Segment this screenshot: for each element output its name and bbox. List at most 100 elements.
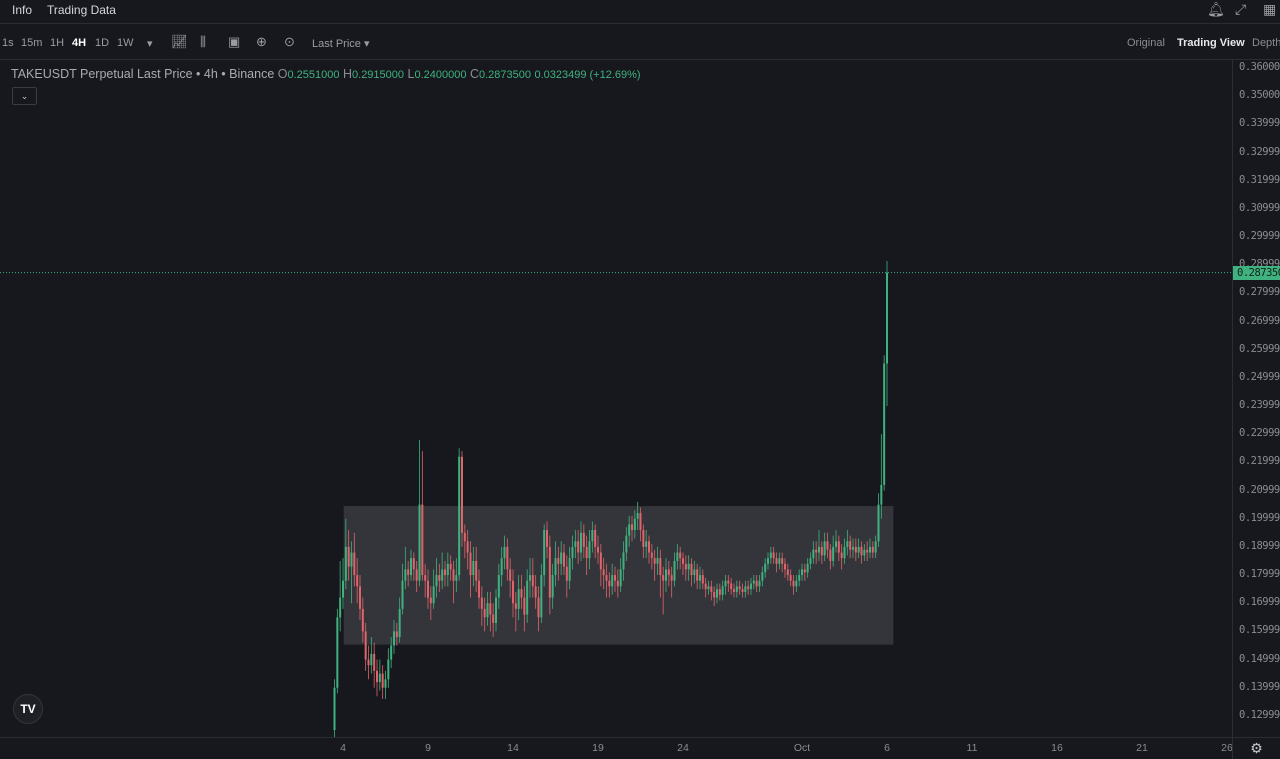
tab-info[interactable]: Info	[12, 3, 33, 17]
candle-body	[869, 546, 871, 553]
candle-body	[333, 687, 336, 730]
candle-body	[693, 569, 696, 576]
high-value: 0.2915000	[352, 69, 405, 81]
candle-body	[588, 541, 591, 559]
candle-body	[359, 586, 361, 609]
candle-body	[767, 558, 769, 564]
candle-body	[401, 580, 404, 609]
candle-body	[628, 524, 631, 536]
price-tick-label: 0.2999999	[1239, 230, 1280, 243]
legend-collapse-button[interactable]: ⌄	[12, 87, 37, 105]
time-axis[interactable]: 4 9 14 19 24 Oct 6 11 16 21 26	[0, 737, 1233, 759]
time-tick-label: 24	[677, 742, 689, 754]
chart-legend: TAKEUSDT Perpetual Last Price • 4h • Bin…	[11, 67, 641, 81]
candle-body	[381, 673, 384, 688]
expand-icon[interactable]: ⤢	[1235, 1, 1247, 17]
layout-grid-icon[interactable]: ▦	[1263, 1, 1277, 17]
candle-body	[820, 546, 823, 556]
candle-body	[466, 541, 469, 553]
indicator-icon[interactable]: 📈︎	[171, 34, 188, 49]
candle-body	[483, 608, 486, 618]
candle-body	[398, 608, 401, 638]
candle-body	[622, 552, 625, 570]
timeframe-1h[interactable]: 1H	[50, 37, 65, 49]
time-tick-label: 26	[1221, 742, 1233, 754]
time-tick-label: 21	[1136, 742, 1148, 754]
candle-body	[750, 583, 752, 590]
tradingview-logo[interactable]: TV	[13, 694, 43, 724]
candle-body	[370, 653, 373, 666]
candle-body	[648, 541, 650, 553]
timeframe-1d[interactable]: 1D	[95, 37, 110, 49]
candle-body	[775, 558, 778, 564]
candle-body	[427, 580, 429, 598]
timeframe-1w[interactable]: 1W	[117, 37, 134, 49]
candle-body	[540, 575, 543, 618]
candle-body	[701, 575, 704, 584]
candle-body	[597, 546, 599, 553]
view-original[interactable]: Original	[1127, 37, 1165, 49]
timeframe-15m[interactable]: 15m	[21, 37, 43, 49]
camera-icon[interactable]: ▣	[228, 34, 241, 49]
candle-body	[387, 659, 390, 680]
candle-body	[662, 575, 665, 581]
price-tick-label: 0.3299999	[1239, 145, 1280, 158]
candle-body	[653, 558, 656, 564]
candle-body	[489, 603, 492, 615]
candle-body	[449, 563, 452, 570]
time-tick-label: 6	[884, 742, 890, 754]
open-label: O	[277, 67, 288, 81]
candle-body	[486, 603, 489, 618]
candle-type-icon[interactable]: ⫼	[200, 34, 206, 49]
settings-icon[interactable]: ⊙	[284, 34, 295, 49]
candle-body	[478, 580, 480, 598]
candle-body	[778, 558, 781, 564]
view-trading-view[interactable]: Trading View	[1177, 37, 1245, 49]
candle-body	[435, 575, 438, 587]
candle-body	[761, 572, 764, 581]
candle-body	[645, 541, 648, 547]
tab-trading-data[interactable]: Trading Data	[47, 3, 116, 17]
candle-body	[636, 513, 639, 519]
candle-body	[441, 569, 444, 581]
price-type-dropdown[interactable]: Last Price ▾	[312, 38, 370, 50]
candle-body	[818, 546, 820, 553]
candle-body	[642, 529, 645, 547]
candlestick-chart[interactable]	[0, 0, 1232, 737]
candle-body	[523, 597, 526, 615]
view-depth[interactable]: Depth	[1252, 37, 1280, 49]
candle-body	[415, 569, 418, 581]
add-icon[interactable]: ⊕	[256, 34, 267, 49]
bell-icon[interactable]: 🔔︎	[1207, 1, 1225, 17]
candle-body	[336, 617, 339, 688]
candle-body	[557, 558, 560, 564]
price-tick-label: 0.3600000	[1239, 61, 1280, 73]
candle-body	[781, 558, 784, 564]
timeframe-4h[interactable]: 4H	[72, 37, 87, 49]
price-tick-label: 0.2199999	[1239, 455, 1280, 468]
timeframe-1s[interactable]: 1s	[2, 37, 14, 49]
candle-body	[551, 575, 554, 598]
price-tick-label: 0.2099999	[1239, 483, 1280, 496]
price-tick-label: 0.3099999	[1239, 201, 1280, 214]
timeframe-more-dropdown[interactable]: ▾	[147, 38, 153, 50]
candle-body	[472, 560, 475, 576]
candle-body	[602, 569, 605, 576]
candle-body	[786, 569, 789, 576]
price-tick-label: 0.1499999	[1239, 652, 1280, 665]
candle-body	[724, 580, 727, 587]
change-value: 0.0323499 (+12.69%)	[534, 69, 641, 81]
candle-body	[594, 529, 597, 547]
candle-body	[342, 580, 344, 598]
chart-settings-icon[interactable]: ⚙	[1232, 737, 1280, 759]
price-tick-label: 0.1799999	[1239, 568, 1280, 581]
candle-body	[721, 586, 724, 595]
candle-body	[591, 529, 594, 542]
candle-body	[835, 541, 837, 547]
price-tick-label: 0.2499999	[1239, 370, 1280, 383]
candle-body	[506, 546, 509, 570]
candle-body	[367, 659, 370, 666]
last-price-label: 0.2873500	[1233, 265, 1280, 280]
price-axis[interactable]: 0.3600000 0.3500000 0.3399999 0.3299999 0.31…	[1232, 60, 1280, 737]
candle-body	[605, 575, 608, 581]
